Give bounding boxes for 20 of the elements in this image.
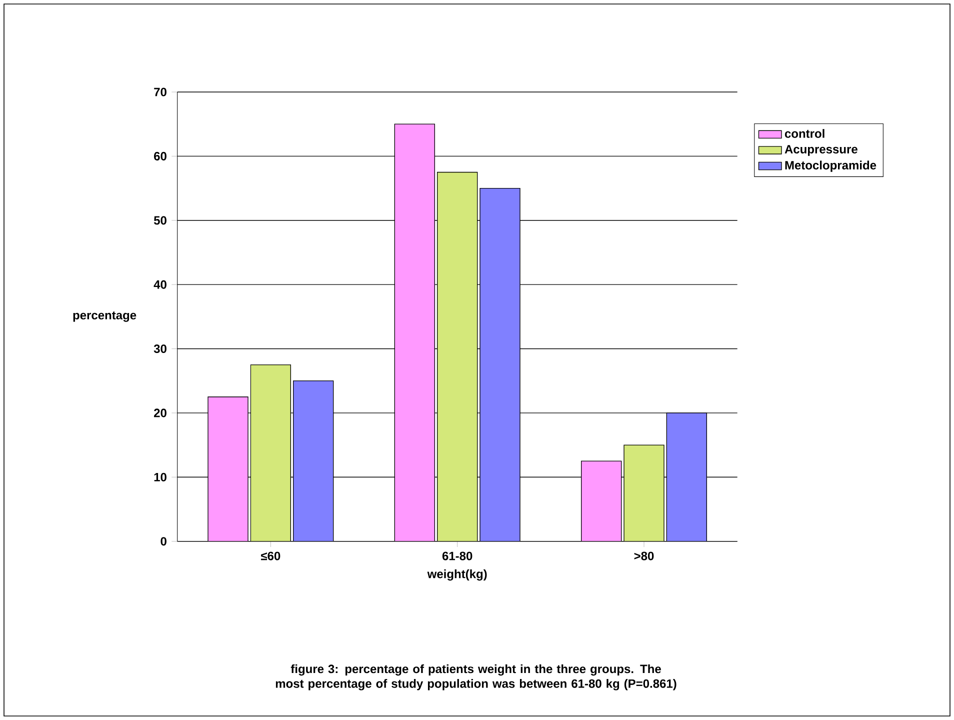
x-axis-title: weight(kg) bbox=[427, 569, 487, 581]
bar bbox=[666, 412, 707, 542]
legend-label: Metoclopramide bbox=[785, 160, 876, 172]
x-tick-label: ≤60 bbox=[260, 552, 280, 560]
y-tick-label: 10 bbox=[154, 472, 166, 482]
y-axis-title: percentage bbox=[73, 311, 136, 322]
x-tick-label: 61-80 bbox=[442, 552, 472, 560]
y-tick-label: 0 bbox=[160, 537, 166, 546]
bar bbox=[293, 380, 334, 542]
caption: figure 3: percentage of patients weight in the three groups. The most percentage of study population was between 61-80 kg (P=0.861) bbox=[276, 664, 676, 690]
legend-label: control bbox=[784, 129, 824, 138]
legend-label: Acupressure bbox=[784, 145, 858, 156]
y-tick-label: 40 bbox=[154, 280, 166, 289]
x-tick-label: >80 bbox=[634, 552, 654, 560]
y-tick-label: 70 bbox=[154, 88, 166, 96]
y-tick-label: 50 bbox=[154, 216, 166, 225]
y-tick-label: 30 bbox=[154, 344, 166, 353]
bar bbox=[480, 188, 520, 542]
y-tick-label: 20 bbox=[154, 408, 166, 418]
y-tick-label: 60 bbox=[154, 152, 166, 160]
